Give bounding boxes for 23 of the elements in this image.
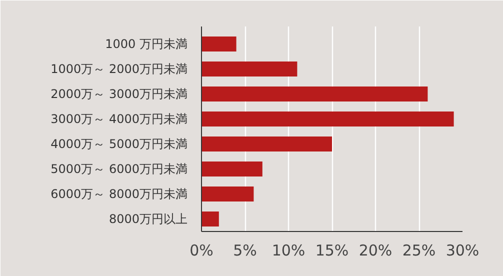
x-tick-label: 10% [272,242,306,260]
bar [202,36,236,52]
y-tick-label: 3000万～ 4000万円未満 [50,112,188,126]
bar [202,112,454,126]
bar [202,136,332,152]
x-tick-label: 5% [233,242,257,260]
x-tick-label: 25% [402,242,436,260]
y-tick-label: 6000万～ 8000万円未満 [50,187,188,201]
x-tick-label: 30% [446,242,480,260]
y-tick-label: 8000万円以上 [108,212,188,226]
y-tick-label: 2000万～ 3000万円未満 [50,87,188,101]
x-tick-label: 20% [358,242,392,260]
y-tick-label: 4000万～ 5000万円未満 [50,137,188,151]
bar [202,162,262,176]
bar [202,186,254,202]
y-tick-label: 5000万～ 6000万円未満 [50,162,188,176]
bar [202,212,219,226]
y-tick-label: 1000万～ 2000万円未満 [50,62,188,76]
x-tick-label: 15% [315,242,349,260]
x-tick-label: 0% [190,242,214,260]
bar [202,62,298,76]
bar [202,86,428,102]
y-tick-label: 1000 万円未満 [105,37,188,51]
